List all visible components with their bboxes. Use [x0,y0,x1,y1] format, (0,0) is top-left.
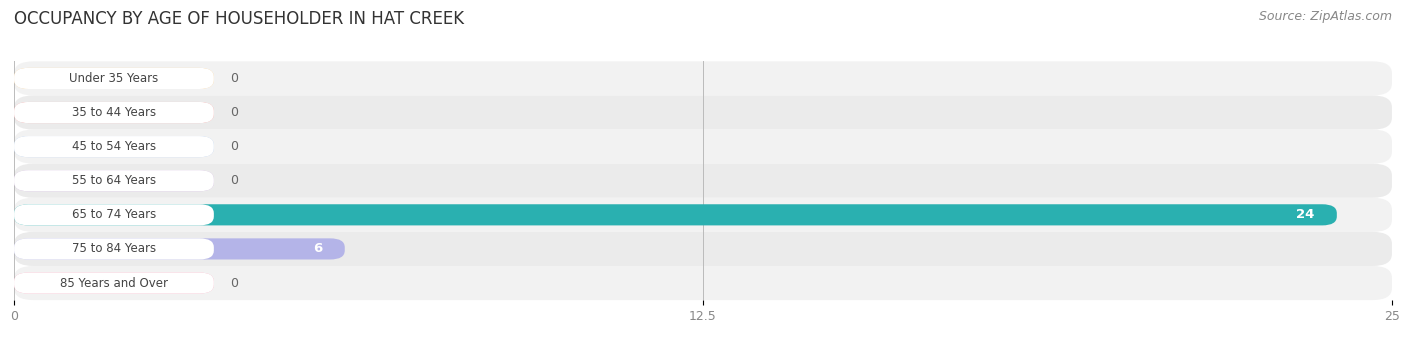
FancyBboxPatch shape [14,232,1392,266]
FancyBboxPatch shape [14,130,1392,164]
FancyBboxPatch shape [14,204,214,225]
Text: Source: ZipAtlas.com: Source: ZipAtlas.com [1258,10,1392,23]
Text: 85 Years and Over: 85 Years and Over [60,277,167,290]
Text: Under 35 Years: Under 35 Years [69,72,159,85]
FancyBboxPatch shape [14,170,214,191]
FancyBboxPatch shape [14,136,214,157]
FancyBboxPatch shape [14,238,214,260]
FancyBboxPatch shape [14,68,214,89]
FancyBboxPatch shape [14,164,1392,198]
FancyBboxPatch shape [14,272,214,294]
Text: 0: 0 [231,174,239,187]
FancyBboxPatch shape [14,238,344,260]
FancyBboxPatch shape [14,266,1392,300]
Text: 0: 0 [231,140,239,153]
Text: 65 to 74 Years: 65 to 74 Years [72,208,156,221]
FancyBboxPatch shape [14,136,214,157]
FancyBboxPatch shape [14,170,214,191]
FancyBboxPatch shape [14,102,214,123]
FancyBboxPatch shape [14,102,214,123]
FancyBboxPatch shape [14,272,214,294]
FancyBboxPatch shape [14,61,1392,95]
Text: 6: 6 [314,242,323,255]
Text: 55 to 64 Years: 55 to 64 Years [72,174,156,187]
Text: 0: 0 [231,106,239,119]
FancyBboxPatch shape [14,95,1392,130]
FancyBboxPatch shape [14,198,1392,232]
Text: 24: 24 [1296,208,1315,221]
Text: 75 to 84 Years: 75 to 84 Years [72,242,156,255]
FancyBboxPatch shape [14,68,214,89]
Text: 0: 0 [231,277,239,290]
Text: 35 to 44 Years: 35 to 44 Years [72,106,156,119]
FancyBboxPatch shape [14,204,1337,225]
Text: OCCUPANCY BY AGE OF HOUSEHOLDER IN HAT CREEK: OCCUPANCY BY AGE OF HOUSEHOLDER IN HAT C… [14,10,464,28]
Text: 45 to 54 Years: 45 to 54 Years [72,140,156,153]
Text: 0: 0 [231,72,239,85]
